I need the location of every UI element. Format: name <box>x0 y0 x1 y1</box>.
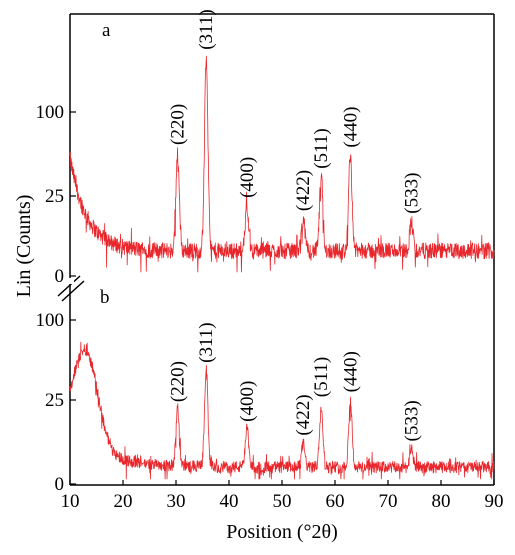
peak-label: (400) <box>237 157 258 198</box>
y-axis-title: Lin (Counts) <box>13 195 35 298</box>
x-tick-label: 90 <box>485 491 504 512</box>
peak-label: (440) <box>340 351 361 392</box>
peak-label: (533) <box>401 400 422 441</box>
x-tick-label: 50 <box>273 491 292 512</box>
x-tick-label: 60 <box>326 491 345 512</box>
axis-break-gap <box>66 278 74 284</box>
peak-label: (440) <box>340 106 361 147</box>
peak-label: (400) <box>237 381 258 422</box>
peak-label: (511) <box>311 357 332 397</box>
peak-label: (422) <box>293 394 314 435</box>
peak-label: (220) <box>168 361 189 402</box>
y-tick-label: 0 <box>55 266 65 287</box>
peak-label: (311) <box>196 322 217 362</box>
peak-label: (511) <box>311 128 332 168</box>
y-tick-label: 0 <box>55 474 65 495</box>
peak-label: (311) <box>196 9 217 49</box>
x-tick-label: 10 <box>61 491 80 512</box>
peak-label: (533) <box>401 173 422 214</box>
y-tick-label: 25 <box>45 390 64 411</box>
y-tick-label: 100 <box>36 102 65 123</box>
x-axis-title: Position (°2θ) <box>226 521 337 543</box>
x-tick-label: 80 <box>432 491 451 512</box>
panel-label: b <box>100 287 110 308</box>
x-tick-label: 30 <box>167 491 186 512</box>
peak-label: (220) <box>168 104 189 145</box>
xrd-pattern-line <box>69 55 495 273</box>
axis-break-mark <box>61 280 85 302</box>
x-tick-label: 20 <box>114 491 133 512</box>
x-tick-label: 70 <box>379 491 398 512</box>
xrd-pattern-line <box>69 341 495 480</box>
y-tick-label: 100 <box>36 310 65 331</box>
panel-label: a <box>102 20 111 41</box>
axis-break-mark <box>57 275 81 297</box>
peak-label: (422) <box>293 170 314 211</box>
y-tick-label: 25 <box>45 186 64 207</box>
x-tick-label: 40 <box>220 491 239 512</box>
